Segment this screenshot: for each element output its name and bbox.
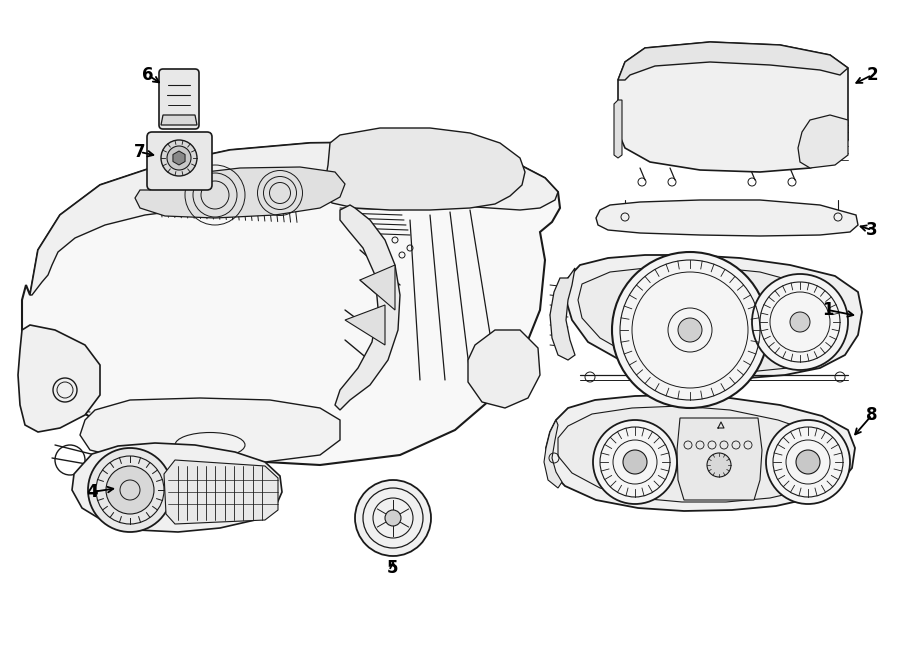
Text: 3: 3 — [866, 221, 878, 239]
Circle shape — [612, 252, 768, 408]
Text: 4: 4 — [86, 483, 98, 501]
Polygon shape — [468, 330, 540, 408]
Text: 8: 8 — [866, 406, 878, 424]
Circle shape — [790, 312, 810, 332]
Text: 6: 6 — [142, 66, 154, 84]
Circle shape — [167, 146, 191, 170]
Circle shape — [623, 450, 647, 474]
Circle shape — [707, 453, 731, 477]
Circle shape — [766, 420, 850, 504]
Polygon shape — [22, 142, 560, 465]
Circle shape — [106, 466, 154, 514]
Circle shape — [161, 140, 197, 176]
Text: 2: 2 — [866, 66, 878, 84]
Circle shape — [752, 274, 848, 370]
Polygon shape — [618, 42, 848, 172]
Circle shape — [88, 448, 172, 532]
Polygon shape — [558, 406, 840, 502]
Polygon shape — [173, 151, 185, 165]
Polygon shape — [30, 142, 558, 295]
Polygon shape — [164, 460, 278, 524]
Polygon shape — [546, 395, 855, 511]
Text: 1: 1 — [823, 301, 833, 319]
Polygon shape — [798, 115, 848, 168]
Polygon shape — [618, 42, 848, 80]
Polygon shape — [360, 265, 395, 310]
Polygon shape — [566, 255, 862, 378]
Circle shape — [593, 420, 677, 504]
Polygon shape — [544, 420, 562, 488]
Polygon shape — [161, 115, 197, 125]
FancyBboxPatch shape — [159, 69, 199, 129]
Text: 7: 7 — [134, 143, 146, 161]
Polygon shape — [578, 267, 842, 372]
Circle shape — [355, 480, 431, 556]
FancyBboxPatch shape — [147, 132, 212, 190]
Polygon shape — [135, 167, 345, 218]
Circle shape — [678, 318, 702, 342]
Polygon shape — [18, 325, 100, 432]
Text: 5: 5 — [387, 559, 399, 577]
Polygon shape — [550, 268, 575, 360]
Polygon shape — [325, 128, 525, 210]
Polygon shape — [677, 418, 762, 500]
Polygon shape — [596, 200, 858, 236]
Polygon shape — [614, 100, 622, 158]
Circle shape — [796, 450, 820, 474]
Polygon shape — [345, 305, 385, 345]
Circle shape — [385, 510, 401, 526]
Polygon shape — [335, 205, 400, 410]
Polygon shape — [72, 443, 282, 532]
Polygon shape — [80, 398, 340, 464]
